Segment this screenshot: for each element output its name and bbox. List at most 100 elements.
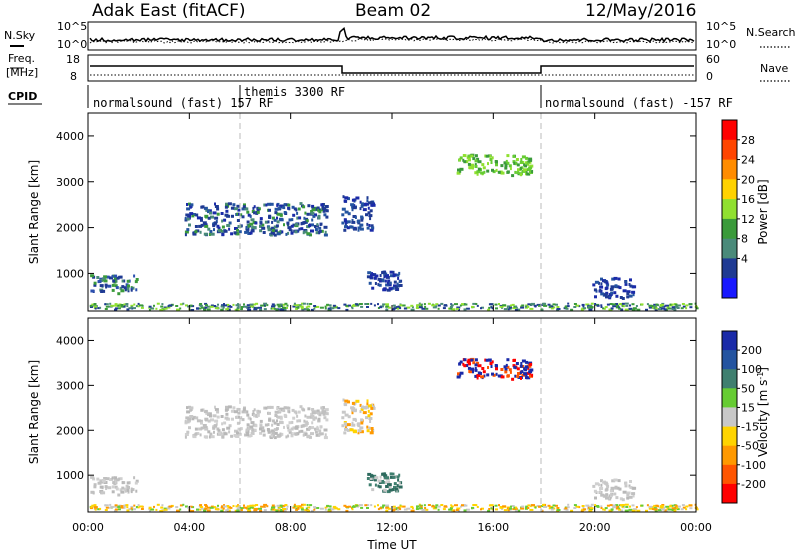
power-colorbar-tick-5: 8 (741, 233, 748, 246)
velocity-cell-6-419 (313, 506, 317, 509)
power-cell-6-266 (410, 304, 414, 307)
power-cell-4-15 (521, 155, 526, 159)
velocity-cell-6-365 (182, 503, 185, 506)
velocity-cell-5-37 (603, 494, 608, 498)
power-colorbar-tick-2: 20 (741, 173, 755, 186)
power-cell-1-180 (291, 218, 294, 222)
velocity-cell-4-65 (495, 367, 498, 371)
power-cell-6-484 (589, 306, 594, 309)
power-cell-4-90 (531, 170, 534, 173)
velocity-cell-1-305 (274, 410, 279, 414)
velocity-cell-5-40 (626, 493, 630, 497)
power-cell-3-49 (374, 274, 379, 278)
power-cell-6-179 (449, 307, 453, 310)
power-cell-6-366 (419, 303, 422, 306)
power-cell-4-95 (469, 154, 474, 158)
power-cell-1-267 (252, 206, 255, 210)
power-cell-1-272 (236, 228, 239, 232)
velocity-cell-0-20 (115, 481, 118, 485)
power-cell-1-212 (278, 206, 282, 210)
velocity-cell-2-3 (362, 411, 367, 415)
velocity-ytick-label-0: 1000 (56, 469, 84, 482)
velocity-cell-4-10 (508, 368, 512, 372)
velocity-cell-1-227 (283, 413, 287, 417)
velocity-cell-6-95 (130, 505, 134, 508)
power-cell-1-325 (324, 230, 327, 234)
power-cell-1-323 (304, 211, 307, 215)
velocity-cell-1-310 (295, 425, 298, 429)
power-cell-6-135 (416, 304, 419, 307)
velocity-cell-1-284 (190, 406, 194, 410)
power-cell-6-453 (228, 308, 231, 311)
velocity-cell-4-95 (469, 358, 474, 362)
power-cell-1-65 (214, 216, 219, 220)
power-cell-6-290 (549, 305, 554, 308)
power-cell-1-170 (243, 203, 246, 207)
power-cell-1-250 (249, 214, 252, 218)
power-cell-1-322 (273, 232, 275, 236)
power-cell-6-281 (695, 307, 699, 310)
velocity-cell-2-68 (368, 404, 372, 408)
velocity-cell-1-291 (228, 430, 231, 434)
power-cell-4-76 (524, 161, 528, 165)
power-cell-5-20 (629, 278, 632, 282)
power-ytick-label-2: 3000 (56, 176, 84, 189)
velocity-cell-4-69 (504, 370, 508, 374)
power-cell-6-17 (210, 304, 214, 307)
velocity-cell-1-130 (314, 416, 317, 420)
velocity-cell-1-23 (241, 410, 246, 414)
power-cell-1-194 (323, 225, 328, 229)
power-cell-3-33 (377, 283, 380, 287)
power-cell-1-32 (221, 219, 224, 223)
power-cell-6-402 (246, 304, 250, 307)
velocity-cell-0-6 (127, 490, 130, 494)
power-cell-2-60 (365, 202, 370, 206)
velocity-cell-5-51 (613, 492, 617, 496)
power-cell-6-87 (377, 303, 379, 306)
power-cell-6-415 (153, 304, 155, 307)
velocity-cell-1-261 (317, 411, 320, 415)
velocity-cell-6-360 (139, 505, 143, 508)
power-cell-1-42 (188, 223, 191, 227)
power-cell-6-197 (284, 302, 288, 305)
velocity-cell-6-459 (332, 505, 336, 508)
power-cell-3-18 (398, 284, 403, 287)
power-cell-6-380 (249, 303, 254, 306)
velocity-cell-2-53 (370, 427, 374, 430)
power-cell-6-364 (117, 307, 121, 310)
velocity-cell-1-270 (303, 419, 306, 423)
power-cell-4-70 (529, 158, 533, 162)
power-cell-6-39 (204, 302, 208, 305)
velocity-cell-6-94 (511, 505, 515, 507)
power-cell-1-152 (225, 202, 229, 206)
velocity-cell-6-518 (93, 504, 97, 507)
power-cell-6-16 (385, 304, 389, 307)
velocity-cell-1-113 (290, 427, 294, 431)
power-cell-6-45 (307, 305, 311, 308)
velocity-cell-6-512 (525, 506, 527, 509)
power-cell-6-475 (293, 304, 296, 306)
velocity-cell-6-366 (419, 504, 422, 507)
velocity-cell-6-173 (252, 504, 256, 507)
power-cell-1-314 (259, 221, 263, 225)
velocity-cell-6-10 (624, 509, 629, 512)
velocity-cell-0-43 (133, 476, 136, 480)
power-cell-1-277 (223, 229, 228, 233)
velocity-cell-1-319 (267, 430, 271, 434)
power-cell-1-134 (259, 217, 263, 221)
velocity-cell-2-34 (362, 405, 367, 409)
power-cell-5-37 (603, 293, 608, 297)
velocity-cell-1-303 (298, 419, 302, 423)
velocity-cell-2-32 (351, 408, 354, 412)
velocity-cell-6-265 (156, 503, 160, 506)
power-cell-2-44 (359, 200, 362, 204)
power-cell-6-377 (116, 304, 120, 307)
power-cell-1-140 (236, 204, 240, 208)
velocity-cell-1-289 (253, 408, 256, 412)
velocity-cell-6-244 (271, 506, 275, 509)
power-cell-1-233 (251, 225, 255, 229)
velocity-cell-3-41 (388, 488, 393, 492)
power-cell-3-8 (384, 279, 387, 283)
velocity-cell-6-284 (122, 506, 126, 509)
power-cell-4-84 (520, 173, 522, 177)
